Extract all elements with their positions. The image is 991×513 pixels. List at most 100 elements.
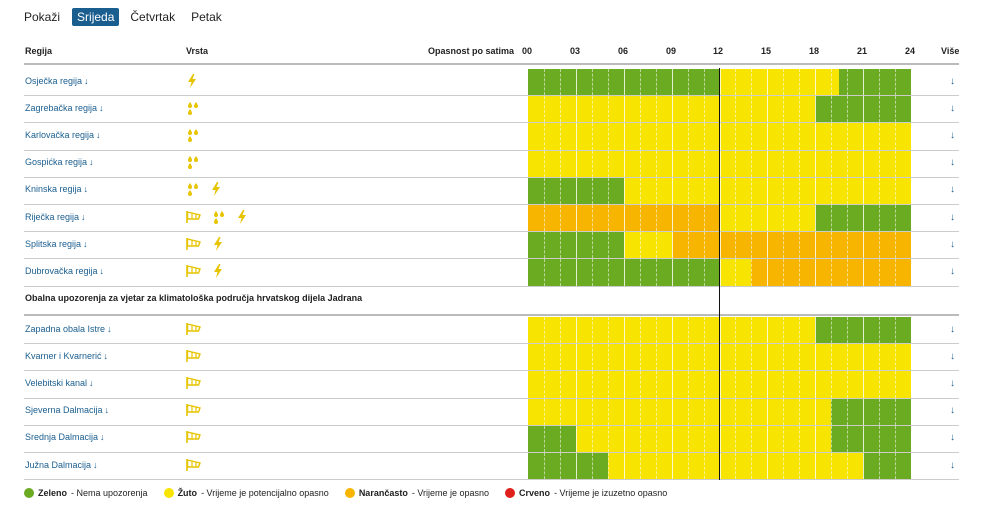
legend-item-yellow: Žuto - Vrijeme je potencijalno opasno — [163, 488, 329, 498]
rain-icon — [186, 155, 200, 170]
hour-gridline — [783, 96, 785, 123]
hour-gridline — [719, 453, 721, 480]
hour-gridline — [655, 344, 657, 371]
hour-gridline — [543, 425, 545, 452]
hour-gridline — [751, 371, 753, 398]
hour-gridline — [591, 205, 593, 232]
hour-gridline — [543, 259, 545, 286]
region-link[interactable]: Karlovačka regija ↓ — [25, 130, 101, 140]
more-arrow-icon[interactable]: ↓ — [950, 432, 955, 444]
more-arrow-icon[interactable]: ↓ — [950, 75, 955, 87]
table-row: Zapadna obala Istre ↓ ↓ — [0, 316, 991, 344]
legend-desc: - Nema upozorenja — [71, 488, 148, 498]
hour-gridline — [895, 453, 897, 480]
hour-gridline — [687, 123, 689, 150]
hour-gridline — [559, 371, 561, 398]
hour-gridline — [879, 453, 881, 480]
hour-gridline — [559, 150, 561, 177]
table-row: Kninska regija ↓ ↓ — [0, 177, 991, 204]
hour-gridline — [639, 96, 641, 123]
region-link[interactable]: Sjeverna Dalmacija ↓ — [25, 405, 109, 415]
hour-gridline — [863, 177, 865, 204]
legend-desc: - Vrijeme je opasno — [411, 488, 490, 498]
more-arrow-icon[interactable]: ↓ — [950, 238, 955, 250]
day-tab-wednesday[interactable]: Srijeda — [72, 8, 120, 26]
hour-gridline — [671, 317, 673, 344]
hour-gridline — [559, 123, 561, 150]
more-arrow-icon[interactable]: ↓ — [950, 265, 955, 277]
hazard-timeline — [528, 232, 911, 259]
hour-gridline — [591, 177, 593, 204]
hour-gridline — [847, 259, 849, 286]
hour-gridline — [783, 69, 785, 96]
hour-gridline — [655, 96, 657, 123]
region-link[interactable]: Riječka regija ↓ — [25, 212, 86, 222]
lightning-icon — [212, 236, 224, 251]
day-tab-friday[interactable]: Petak — [191, 10, 222, 24]
more-arrow-icon[interactable]: ↓ — [950, 405, 955, 417]
hour-gridline — [687, 96, 689, 123]
region-link[interactable]: Osječka regija ↓ — [25, 76, 89, 86]
hour-gridline — [863, 398, 865, 425]
hour-gridline — [687, 371, 689, 398]
hazard-timeline — [528, 317, 911, 344]
more-arrow-icon[interactable]: ↓ — [950, 211, 955, 223]
hour-gridline — [623, 453, 625, 480]
region-link[interactable]: Dubrovačka regija ↓ — [25, 266, 104, 276]
hour-gridline — [767, 425, 769, 452]
region-link[interactable]: Gospićka regija ↓ — [25, 157, 94, 167]
hour-gridline — [767, 123, 769, 150]
hour-gridline — [687, 232, 689, 259]
hour-gridline — [543, 232, 545, 259]
hour-gridline — [895, 205, 897, 232]
hour-gridline — [735, 259, 737, 286]
hour-gridline — [815, 123, 817, 150]
hour-gridline — [815, 69, 817, 96]
hour-gridline — [831, 398, 833, 425]
more-arrow-icon[interactable]: ↓ — [950, 459, 955, 471]
day-tab-thursday[interactable]: Četvrtak — [130, 10, 176, 24]
hour-gridline — [799, 177, 801, 204]
warning-type-icons — [186, 430, 202, 444]
hour-gridline — [559, 425, 561, 452]
hour-gridline — [847, 123, 849, 150]
arrow-down-icon: ↓ — [99, 265, 105, 276]
hour-gridline — [623, 96, 625, 123]
region-link[interactable]: Splitska regija ↓ — [25, 239, 88, 249]
hour-gridline — [639, 232, 641, 259]
hour-gridline — [767, 150, 769, 177]
region-link[interactable]: Zapadna obala Istre ↓ — [25, 324, 112, 334]
legend-desc: - Vrijeme je izuzetno opasno — [554, 488, 668, 498]
more-arrow-icon[interactable]: ↓ — [950, 129, 955, 141]
region-link[interactable]: Velebitski kanal ↓ — [25, 378, 94, 388]
hour-gridline — [623, 425, 625, 452]
hour-gridline — [543, 69, 545, 96]
hour-gridline — [879, 69, 881, 96]
more-arrow-icon[interactable]: ↓ — [950, 323, 955, 335]
row-divider — [24, 370, 959, 372]
region-link[interactable]: Kninska regija ↓ — [25, 184, 88, 194]
hour-label: 00 — [522, 46, 533, 56]
more-arrow-icon[interactable]: ↓ — [950, 102, 955, 114]
region-link[interactable]: Kvarner i Kvarnerić ↓ — [25, 351, 108, 361]
hour-gridline — [639, 398, 641, 425]
table-row: Zagrebačka regija ↓ ↓ — [0, 95, 991, 123]
region-link[interactable]: Zagrebačka regija ↓ — [25, 103, 104, 113]
more-arrow-icon[interactable]: ↓ — [950, 184, 955, 196]
hour-gridline — [895, 123, 897, 150]
hour-gridline — [847, 232, 849, 259]
table-row: Splitska regija ↓ ↓ — [0, 231, 991, 259]
region-link[interactable]: Južna Dalmacija ↓ — [25, 460, 98, 470]
more-arrow-icon[interactable]: ↓ — [950, 377, 955, 389]
more-arrow-icon[interactable]: ↓ — [950, 157, 955, 169]
hour-gridline — [847, 398, 849, 425]
hour-gridline — [543, 123, 545, 150]
region-name: Velebitski kanal — [25, 377, 88, 388]
hour-gridline — [847, 453, 849, 480]
legend-item-orange: Narančasto - Vrijeme je opasno — [344, 488, 490, 498]
more-arrow-icon[interactable]: ↓ — [950, 350, 955, 362]
hour-gridline — [735, 96, 737, 123]
hour-gridline — [703, 453, 705, 480]
region-link[interactable]: Srednja Dalmacija ↓ — [25, 432, 105, 442]
hour-gridline — [751, 177, 753, 204]
